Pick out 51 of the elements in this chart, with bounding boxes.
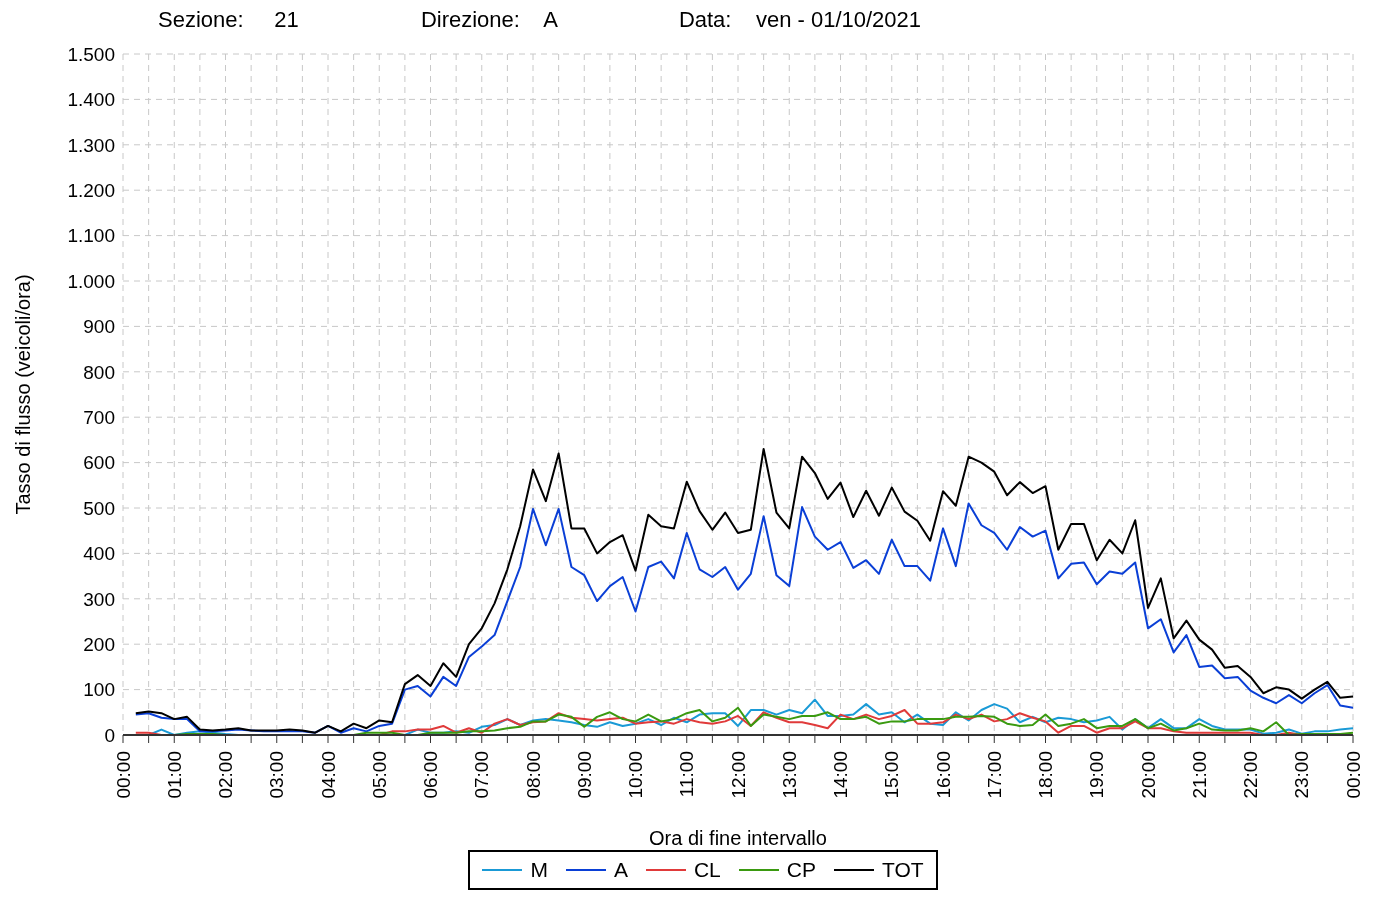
x-tick-label: 16:00	[932, 751, 954, 799]
x-tick-label: 00:00	[112, 751, 134, 799]
y-tick-label: 700	[83, 406, 115, 428]
x-tick-label: 17:00	[983, 751, 1005, 799]
x-tick-label: 12:00	[727, 751, 749, 799]
y-tick-label: 1.300	[67, 134, 115, 156]
x-axis-title: Ora di fine intervallo	[649, 827, 827, 849]
y-tick-label: 300	[83, 588, 115, 610]
y-tick-label: 1.000	[67, 270, 115, 292]
chart-title: Sezione: 21 Direzione: A Data: ven - 01/10/2021	[157, 7, 923, 34]
y-tick-label: 1.400	[67, 89, 115, 111]
y-tick-label: 1.200	[67, 179, 115, 201]
legend-label: CL	[693, 858, 721, 882]
x-tick-label: 03:00	[266, 751, 288, 799]
x-tick-label: 13:00	[778, 751, 800, 799]
y-tick-label: 600	[83, 452, 115, 474]
y-tick-label: 200	[83, 633, 115, 655]
y-axis-title: Tasso di flusso (veicoli/ora)	[12, 274, 35, 515]
x-tick-label: 18:00	[1035, 751, 1056, 799]
x-tick-label: 02:00	[215, 751, 236, 799]
x-tick-label: 20:00	[1137, 751, 1159, 799]
legend-label: A	[613, 858, 628, 882]
line-series	[134, 502, 1353, 734]
y-tick-label: 0	[104, 724, 115, 746]
x-tick-label: 10:00	[625, 751, 646, 799]
x-tick-label: 05:00	[368, 751, 390, 799]
x-tick-label: 01:00	[163, 751, 185, 799]
y-tick-label: 800	[83, 361, 115, 383]
y-tick-label: 1.500	[67, 43, 115, 65]
y-tick-label: 500	[83, 497, 115, 519]
legend-label: TOT	[881, 858, 924, 882]
x-tick-label: 19:00	[1086, 751, 1108, 799]
x-tick-label: 15:00	[881, 751, 903, 799]
legend-label: M	[530, 858, 548, 882]
x-tick-label: 22:00	[1240, 751, 1261, 799]
y-tick-label: 1.100	[67, 225, 115, 247]
x-tick-label: 07:00	[471, 751, 493, 799]
x-tick-label: 08:00	[522, 751, 544, 799]
x-tick-label: 09:00	[573, 751, 595, 799]
x-tick-label: 06:00	[420, 751, 441, 799]
x-tick-label: 11:00	[676, 751, 698, 798]
line-series	[134, 447, 1353, 734]
y-tick-label: 100	[83, 679, 115, 701]
x-tick-label: 14:00	[830, 751, 851, 799]
x-tick-label: 21:00	[1188, 751, 1210, 799]
y-tick-label: 400	[83, 543, 115, 565]
x-tick-label: 23:00	[1291, 751, 1313, 799]
x-tick-label: 04:00	[317, 751, 339, 799]
legend-label: CP	[786, 858, 816, 882]
x-tick-label: 00:00	[1342, 751, 1364, 799]
y-tick-label: 900	[83, 316, 115, 338]
